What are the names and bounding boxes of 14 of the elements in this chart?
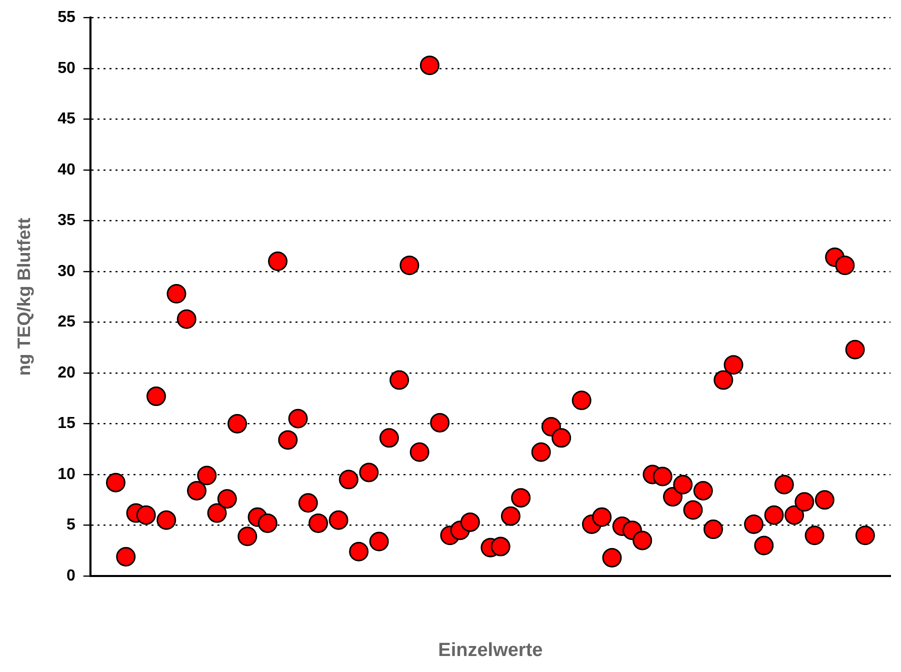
y-tick-label: 25	[58, 314, 76, 331]
y-tick-label: 35	[58, 212, 76, 230]
y-axis-title: ng TEQ/kg Blutfett	[14, 218, 34, 376]
y-tick-label: 55	[58, 9, 76, 26]
y-tick-label: 20	[58, 364, 76, 382]
y-tick-label: 15	[58, 415, 76, 432]
y-tick-label: 5	[66, 516, 76, 534]
y-tick-label: 0	[66, 567, 76, 584]
y-tick-label: 45	[58, 110, 76, 128]
x-axis-title: Einzelwerte	[438, 640, 543, 661]
y-tick-label: 50	[58, 60, 76, 77]
y-tick-label: 30	[58, 262, 76, 280]
y-tick-label: 40	[58, 161, 76, 178]
y-tick-label: 10	[58, 466, 76, 483]
